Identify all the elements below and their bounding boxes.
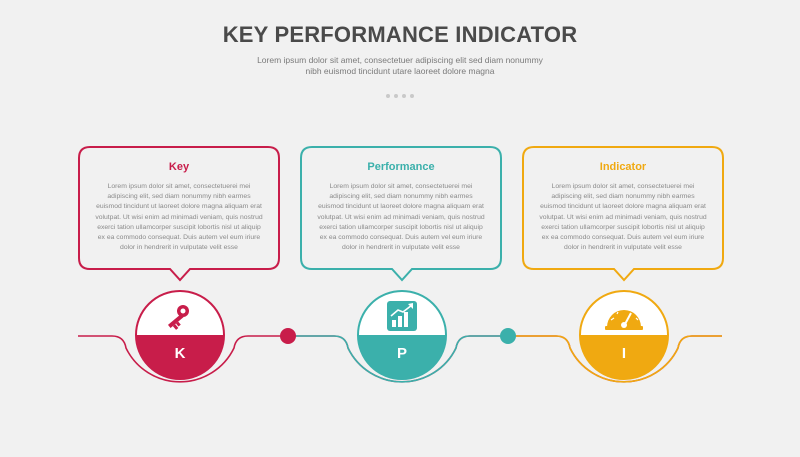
card-body-key: Lorem ipsum dolor sit amet, consectetuer… — [95, 183, 263, 252]
connector-dot-performance — [500, 328, 516, 344]
dot — [410, 94, 414, 98]
letter-indicator: I — [621, 345, 627, 362]
letter-performance: P — [396, 345, 407, 362]
card-frame-performance — [300, 146, 502, 282]
dot — [386, 94, 390, 98]
dot — [394, 94, 398, 98]
circle-performance — [357, 290, 447, 380]
key-icon — [167, 305, 189, 330]
connector-dot-key — [280, 328, 296, 344]
gauge-icon — [605, 310, 643, 330]
card-title-indicator: Indicator — [599, 161, 647, 173]
card-title-performance: Performance — [367, 161, 435, 173]
card-frame-indicator — [522, 146, 724, 282]
page-title: KEY PERFORMANCE INDICATOR — [222, 22, 578, 47]
circle-key — [135, 290, 225, 380]
card-title-key: Key — [168, 161, 190, 173]
timeline-line-performance — [288, 335, 508, 383]
letter-key: K — [174, 345, 186, 362]
timeline-line-indicator — [508, 335, 722, 383]
dot — [402, 94, 406, 98]
circle-indicator — [579, 290, 669, 380]
growth-chart-icon — [387, 301, 417, 331]
pagination-dots — [386, 94, 414, 100]
card-body-indicator: Lorem ipsum dolor sit amet, consectetuer… — [539, 183, 707, 252]
card-frame-key — [78, 146, 280, 282]
card-body-performance: Lorem ipsum dolor sit amet, consectetuer… — [317, 183, 485, 252]
page-subtitle: Lorem ipsum dolor sit amet, consectetuer… — [257, 55, 543, 76]
